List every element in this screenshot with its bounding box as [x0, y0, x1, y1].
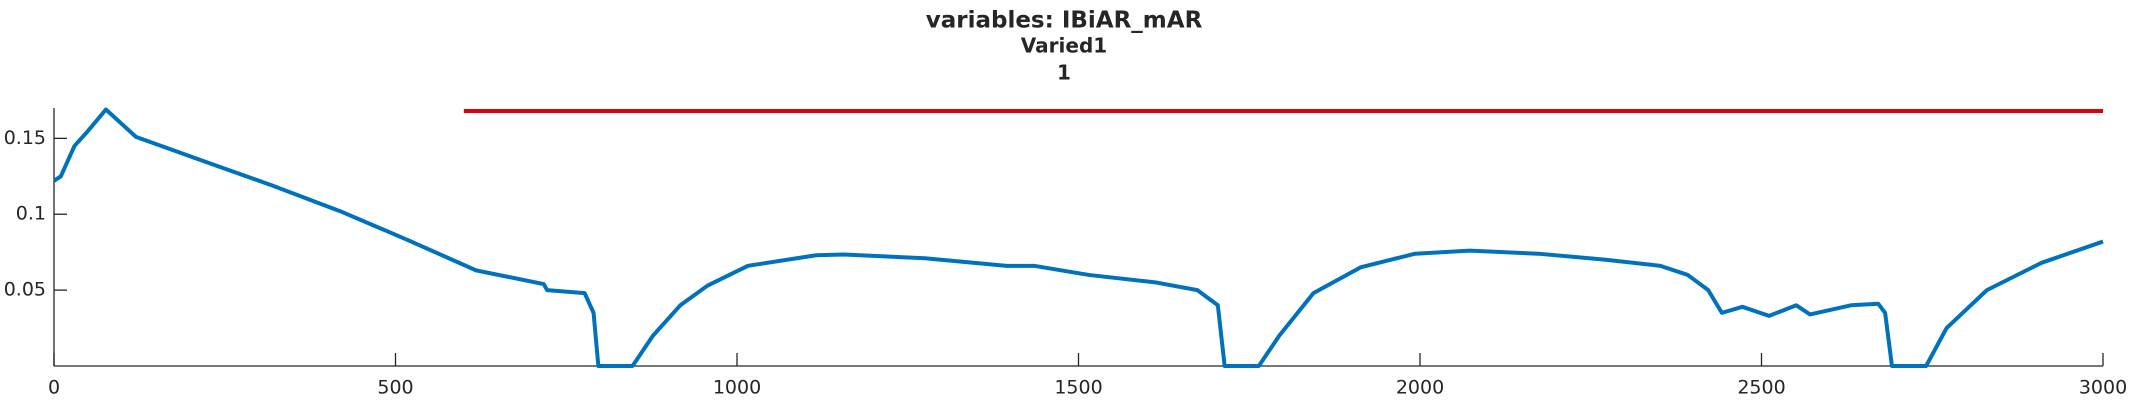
line — [52, 107, 2104, 368]
x-tick-label: 1000 — [713, 377, 761, 399]
x-tick-label: 1500 — [1054, 377, 1102, 399]
x-tick-label: 3000 — [2079, 377, 2127, 399]
x-tick-label: 0 — [48, 377, 60, 399]
annotation: 1 — [1057, 61, 1071, 85]
x-tick-label: 2500 — [1737, 377, 1785, 399]
x-tick-label: 2000 — [1396, 377, 1444, 399]
y-tick-label: 0.1 — [16, 203, 46, 225]
chart-title: variables: IBiAR_mAR — [926, 8, 1203, 34]
y-tick-label: 0.05 — [4, 279, 46, 301]
chart-subtitle: Varied1 — [1021, 34, 1107, 58]
y-tick-label: 0.15 — [4, 127, 46, 149]
x-tick-label: 500 — [377, 377, 413, 399]
